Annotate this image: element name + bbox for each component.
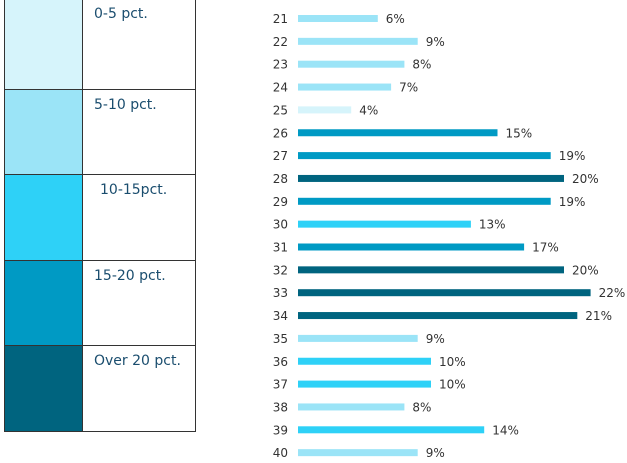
legend-label: 0-5 pct. xyxy=(94,6,148,22)
legend-swatch xyxy=(4,345,83,432)
category-tick-label: 31 xyxy=(273,241,288,255)
bar-data-label: 8% xyxy=(412,400,431,414)
bar xyxy=(298,83,392,91)
legend-label-cell xyxy=(82,174,196,261)
legend-item: Over 20 pct. xyxy=(4,345,196,432)
category-tick-label: 35 xyxy=(273,332,288,346)
category-tick-label: 38 xyxy=(273,400,288,414)
bar xyxy=(298,449,418,457)
bar-data-label: 9% xyxy=(426,332,445,346)
category-tick-label: 32 xyxy=(273,263,288,277)
bar-data-label: 10% xyxy=(439,378,466,392)
category-tick-label: 40 xyxy=(273,446,288,460)
legend-label: Over 20 pct. xyxy=(94,353,181,369)
bar xyxy=(298,197,551,205)
bar xyxy=(298,106,352,114)
bar-data-label: 17% xyxy=(532,241,559,255)
category-tick-label: 33 xyxy=(273,286,288,300)
category-tick-label: 30 xyxy=(273,218,288,232)
bar xyxy=(298,380,431,388)
bar-data-label: 19% xyxy=(559,195,586,209)
bar xyxy=(298,152,551,160)
bar-data-label: 8% xyxy=(412,58,431,72)
category-tick-label: 24 xyxy=(273,81,288,95)
bar xyxy=(298,220,471,228)
bar-data-label: 22% xyxy=(599,286,626,300)
legend-label: 5-10 pct. xyxy=(94,97,157,113)
bar xyxy=(298,129,498,137)
bar xyxy=(298,357,431,365)
bar-data-label: 20% xyxy=(572,263,599,277)
legend: 0-5 pct. 5-10 pct. 10-15pct. 15-20 pct. Over… xyxy=(0,0,196,432)
legend-label-cell xyxy=(82,0,196,90)
bar xyxy=(298,60,405,68)
bar xyxy=(298,174,564,182)
legend-label-cell xyxy=(82,260,196,346)
legend-swatch xyxy=(4,260,83,346)
bar-data-label: 7% xyxy=(399,81,418,95)
bar-data-label: 4% xyxy=(359,103,378,117)
legend-label: 15-20 pct. xyxy=(94,268,166,284)
bar xyxy=(298,312,578,320)
category-tick-label: 22 xyxy=(273,35,288,49)
category-tick-label: 25 xyxy=(273,103,288,117)
category-tick-label: 23 xyxy=(273,58,288,72)
category-tick-label: 21 xyxy=(273,12,288,26)
category-tick-label: 36 xyxy=(273,355,288,369)
legend-item: 0-5 pct. xyxy=(4,0,196,90)
bar xyxy=(298,426,485,434)
bar-data-label: 15% xyxy=(506,126,533,140)
category-tick-label: 28 xyxy=(273,172,288,186)
bar xyxy=(298,15,378,22)
legend-item: 10-15pct. xyxy=(4,174,196,261)
bar-data-label: 14% xyxy=(492,423,519,437)
category-tick-label: 26 xyxy=(273,126,288,140)
bar xyxy=(298,37,418,45)
bar-data-label: 13% xyxy=(479,218,506,232)
bar-data-label: 10% xyxy=(439,355,466,369)
bar-data-label: 9% xyxy=(426,35,445,49)
legend-label-cell xyxy=(82,89,196,175)
bar xyxy=(298,403,405,411)
category-tick-label: 34 xyxy=(273,309,288,323)
bar xyxy=(298,243,525,251)
bar-data-label: 20% xyxy=(572,172,599,186)
bar xyxy=(298,289,591,297)
legend-label: 10-15pct. xyxy=(100,182,168,198)
category-tick-label: 39 xyxy=(273,423,288,437)
bar-data-label: 9% xyxy=(426,446,445,460)
category-tick-label: 29 xyxy=(273,195,288,209)
legend-swatch xyxy=(4,174,83,261)
legend-item: 15-20 pct. xyxy=(4,260,196,346)
bar xyxy=(298,266,564,274)
bar-data-label: 6% xyxy=(386,12,405,26)
category-tick-label: 37 xyxy=(273,378,288,392)
bar-data-label: 19% xyxy=(559,149,586,163)
legend-label-cell xyxy=(82,345,196,432)
bar xyxy=(298,334,418,342)
category-tick-label: 27 xyxy=(273,149,288,163)
bar-data-label: 21% xyxy=(585,309,612,323)
